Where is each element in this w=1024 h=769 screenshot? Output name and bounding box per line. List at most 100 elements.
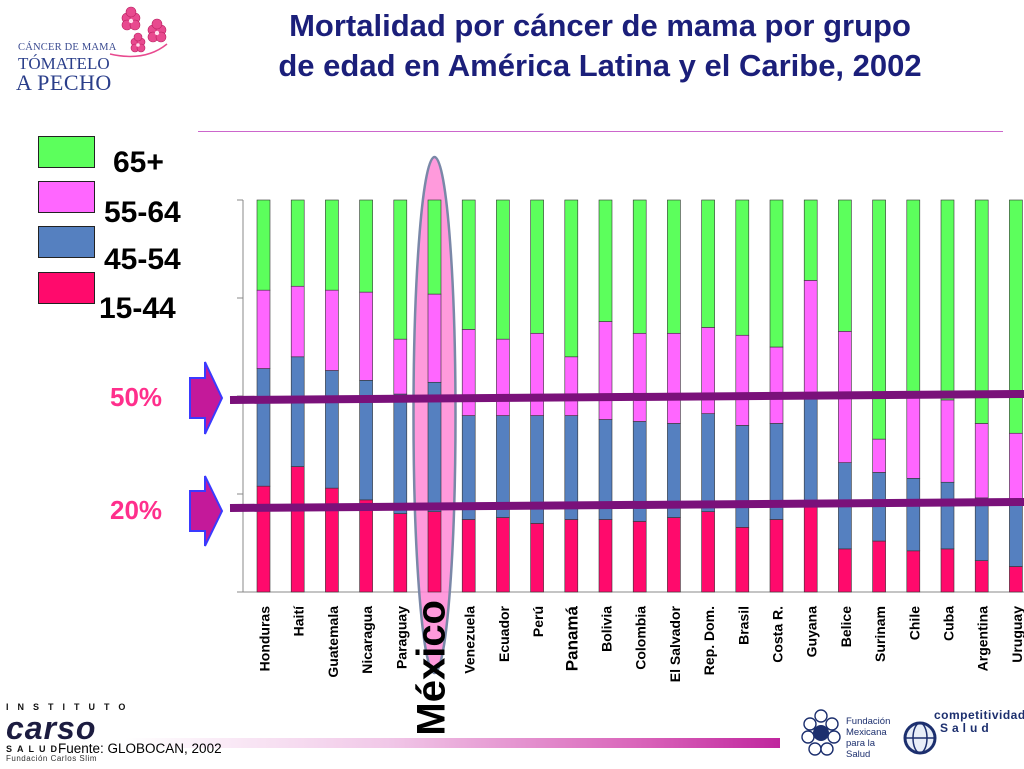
bar-segment — [940, 481, 955, 550]
bar-segment — [838, 199, 852, 332]
bar-segment — [701, 199, 715, 328]
bar-segment — [393, 393, 408, 514]
bar-segment — [393, 199, 408, 340]
category-label: Perú — [530, 606, 546, 637]
bar-segment — [701, 413, 715, 512]
bar-segment — [427, 511, 442, 593]
bar-segment — [940, 199, 955, 401]
bar-segment — [735, 334, 750, 426]
bar-segment — [906, 550, 921, 593]
carso-sub-text: SALUD — [6, 744, 62, 754]
bar-segment — [325, 289, 339, 371]
bar-segment — [530, 523, 544, 593]
carso-main-text: carso — [6, 710, 97, 746]
bar-segment — [1009, 199, 1023, 434]
bar-segment — [632, 199, 647, 334]
bar-segment — [667, 517, 681, 593]
bar-segment — [496, 517, 510, 593]
funsalud-logo: Fundación Mexicana para la Salud — [798, 706, 898, 764]
arrow-20-icon — [189, 475, 224, 547]
category-label: Honduras — [257, 606, 273, 672]
category-label: Surinam — [872, 606, 888, 662]
bar-segment — [838, 548, 852, 593]
bar-segment — [667, 332, 681, 424]
category-label: Uruguay — [1009, 606, 1024, 663]
category-label: Rep. Dom. — [701, 606, 717, 675]
bar-segment — [461, 329, 476, 416]
bar-segment — [290, 356, 305, 467]
arrow-50-icon — [189, 361, 224, 435]
bar-segment — [598, 519, 613, 593]
bar-segment — [256, 199, 271, 291]
bar-segment — [598, 199, 613, 322]
reference-label-20: 20% — [110, 495, 163, 525]
legend-label-45-54: 45-54 — [104, 243, 181, 276]
bar-segment — [359, 499, 373, 593]
bar-segment — [530, 332, 544, 416]
bar-segment — [872, 540, 886, 593]
bar-segment — [427, 293, 442, 383]
salud-text: Salud — [940, 721, 993, 735]
legend-label-55-64: 55-64 — [104, 196, 181, 229]
instituto-carso-logo: INSTITUTO carso SALUD Fundación Carlos S… — [6, 702, 136, 763]
legend-label-65plus: 65+ — [113, 146, 164, 179]
bar-segment — [290, 466, 305, 593]
bar-segment — [325, 370, 339, 489]
bar-segment — [803, 505, 818, 593]
flower-icon — [109, 6, 168, 58]
bar-segment — [359, 199, 373, 293]
bar-segment — [769, 346, 784, 424]
category-label: Argentina — [975, 606, 991, 672]
bar-segment — [701, 511, 715, 593]
bar-segment — [872, 438, 886, 473]
logo-line1: CÁNCER DE MAMA — [18, 42, 117, 53]
category-label: México — [410, 600, 454, 736]
category-label: Nicaragua — [359, 606, 375, 674]
bar-segment — [872, 199, 886, 440]
page-title: Mortalidad por cáncer de mama por grupo … — [185, 6, 1015, 86]
bar-segment — [256, 289, 271, 369]
bar-segment — [906, 199, 921, 399]
category-label: Venezuela — [462, 606, 478, 674]
bar-segment — [940, 548, 955, 593]
tomatelo-a-pecho-logo: CÁNCER DE MAMA TÓMATELO A PECHO — [10, 4, 175, 96]
bar-segment — [393, 513, 408, 593]
title-line1: Mortalidad por cáncer de mama por grupo — [289, 8, 911, 43]
bar-segment — [632, 332, 647, 422]
bar-segment — [803, 199, 818, 281]
bar-segment — [530, 199, 544, 334]
bar-segment — [735, 199, 750, 336]
reference-label-50: 50% — [110, 382, 163, 412]
globe-icon — [903, 721, 937, 755]
bar-segment — [598, 321, 613, 420]
logo-line3: A PECHO — [16, 70, 112, 95]
bar-segment — [290, 285, 305, 358]
category-label: Brasil — [735, 606, 751, 645]
category-label: El Salvador — [667, 605, 683, 682]
bar-segment — [906, 397, 921, 479]
legend-swatch-55-64 — [38, 181, 95, 213]
category-label: Ecuador — [496, 605, 512, 662]
bar-segment — [256, 368, 271, 487]
bar-segment — [803, 280, 818, 397]
category-label: Belice — [838, 606, 854, 647]
category-label: Cuba — [941, 606, 957, 641]
carso-top-text: INSTITUTO — [6, 702, 135, 712]
logo-line2: TÓMATELO — [18, 54, 110, 73]
category-label: Guatemala — [325, 606, 341, 678]
footer-gradient-bar — [125, 738, 780, 748]
legend-swatch-45-54 — [38, 226, 95, 258]
legend-swatch-65plus — [38, 136, 95, 168]
bar-segment — [393, 338, 408, 395]
category-label: Guyana — [804, 606, 820, 658]
bar-segment — [769, 519, 784, 593]
bar-segment — [1009, 566, 1023, 593]
bar-segment — [359, 291, 373, 381]
competitividad-text: competitividad — [934, 708, 1024, 722]
bar-segment — [290, 199, 305, 287]
bar-segment — [461, 519, 476, 593]
funsalud-text: Fundación Mexicana para la Salud — [846, 716, 891, 760]
category-label: Colombia — [633, 606, 649, 670]
bar-segment — [256, 485, 271, 593]
